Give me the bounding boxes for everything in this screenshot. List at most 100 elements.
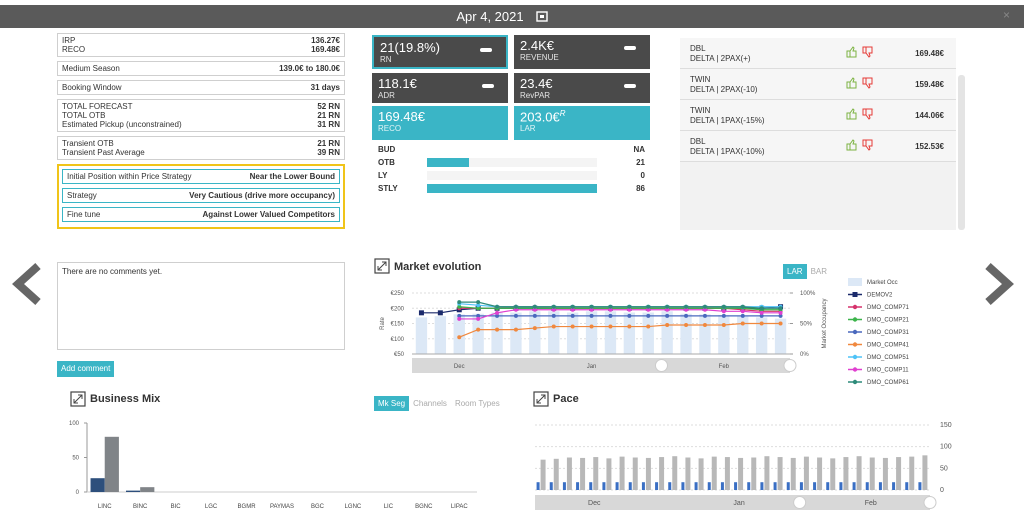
rate-point bbox=[476, 316, 481, 321]
kpi-value: 2.4K€ bbox=[520, 38, 644, 53]
slider-handle[interactable] bbox=[923, 496, 937, 509]
vote-icons[interactable] bbox=[845, 77, 875, 89]
room-rate-plan: DELTA | 2PAX(+) bbox=[690, 54, 751, 63]
rate-point bbox=[570, 313, 575, 318]
budget-table: BUD NA OTB 21 LY 0 STLY 86 bbox=[378, 143, 645, 195]
rate-point bbox=[513, 313, 518, 318]
market-toggles: LAR BAR bbox=[783, 261, 831, 279]
rate-point bbox=[457, 316, 462, 321]
kpi-tile[interactable]: 21(19.8%) RN bbox=[372, 35, 508, 69]
info-value: 31 days bbox=[310, 83, 340, 92]
budget-value: NA bbox=[633, 145, 645, 154]
room-card[interactable]: DBL DELTA | 2PAX(+) 169.48€ bbox=[680, 38, 956, 69]
kpi-label: REVENUE bbox=[520, 53, 559, 62]
close-icon[interactable]: × bbox=[1003, 8, 1011, 22]
slider-handle[interactable] bbox=[783, 359, 797, 372]
kpi-tile[interactable]: 2.4K€ REVENUE bbox=[514, 35, 650, 69]
y2-axis-label: Market Occupancy bbox=[822, 298, 828, 348]
budget-track bbox=[427, 184, 597, 193]
calendar-icon[interactable] bbox=[536, 10, 548, 22]
prev-arrow[interactable] bbox=[10, 262, 44, 306]
y2-tick-label: 100% bbox=[800, 291, 816, 297]
rate-point bbox=[684, 323, 689, 328]
bar bbox=[576, 482, 580, 490]
strategy-label: Initial Position within Price Strategy bbox=[67, 172, 192, 181]
expand-icon[interactable] bbox=[374, 258, 390, 274]
kpi-value-text: 21(19.8%) bbox=[380, 40, 440, 55]
bar bbox=[839, 482, 843, 490]
y-tick-label: €200 bbox=[391, 306, 405, 312]
rate-point bbox=[646, 307, 651, 312]
legend-marker bbox=[852, 292, 858, 297]
bar bbox=[566, 457, 572, 490]
bar bbox=[918, 482, 922, 490]
kpi-tile[interactable]: 203.0€R LAR bbox=[514, 106, 650, 140]
minus-button[interactable] bbox=[624, 46, 636, 50]
budget-row: LY 0 bbox=[378, 169, 645, 182]
rate-point bbox=[532, 326, 537, 331]
vote-icons[interactable] bbox=[845, 139, 875, 151]
minus-button[interactable] bbox=[480, 48, 492, 52]
bar bbox=[738, 457, 744, 490]
slider-handle[interactable] bbox=[793, 496, 807, 509]
add-comment-button[interactable]: Add comment bbox=[57, 361, 115, 377]
info-box: Transient OTB 21 RN Transient Past Average… bbox=[57, 136, 345, 160]
bar bbox=[803, 456, 809, 490]
rate-point bbox=[702, 313, 707, 318]
x-tick-label: LIC bbox=[384, 504, 394, 510]
expand-icon[interactable] bbox=[533, 391, 549, 407]
vote-icons[interactable] bbox=[845, 108, 875, 120]
toggle[interactable]: Channels bbox=[413, 399, 447, 408]
toggle[interactable]: Mk Seg bbox=[374, 396, 410, 411]
scrollbar[interactable] bbox=[958, 75, 965, 230]
next-arrow[interactable] bbox=[982, 262, 1016, 306]
info-label: Transient Past Average bbox=[62, 148, 145, 157]
x-tick-label: Feb bbox=[865, 500, 877, 507]
kpi-tile[interactable]: 118.1€ ADR bbox=[372, 73, 508, 103]
rate-point bbox=[646, 313, 651, 318]
toggle[interactable]: BAR bbox=[810, 267, 828, 276]
room-rate-plan: DELTA | 2PAX(-10) bbox=[690, 85, 758, 94]
info-row: Medium Season 139.0€ to 180.0€ bbox=[62, 64, 340, 73]
rate-point bbox=[551, 307, 556, 312]
occupancy-bar bbox=[472, 313, 484, 354]
vote-icons[interactable] bbox=[845, 46, 875, 58]
slider-handle[interactable] bbox=[654, 359, 668, 372]
thumb-up bbox=[846, 46, 857, 58]
info-row: Estimated Pickup (unconstrained) 31 RN bbox=[62, 120, 340, 129]
thumb-up bbox=[846, 108, 857, 120]
comment-box[interactable]: There are no comments yet. bbox=[57, 262, 345, 350]
room-card[interactable]: TWIN DELTA | 1PAX(-15%) 144.06€ bbox=[680, 100, 956, 131]
bar bbox=[659, 457, 665, 490]
minus-button[interactable] bbox=[624, 84, 636, 88]
legend-swatch bbox=[848, 278, 862, 286]
market-title: Market evolution bbox=[394, 261, 482, 273]
occupancy-bar bbox=[453, 314, 465, 354]
room-card[interactable]: DBL DELTA | 1PAX(-10%) 152.53€ bbox=[680, 131, 956, 162]
room-card[interactable]: TWIN DELTA | 2PAX(-10) 159.48€ bbox=[680, 69, 956, 100]
budget-bar bbox=[427, 158, 469, 167]
y-tick-label: 0 bbox=[940, 487, 944, 494]
room-price: 144.06€ bbox=[915, 111, 944, 120]
rate-point bbox=[495, 313, 500, 318]
rate-point bbox=[513, 304, 518, 309]
rate-point bbox=[778, 321, 783, 326]
bar bbox=[698, 458, 704, 490]
info-value: 31 RN bbox=[317, 120, 340, 129]
bar bbox=[773, 482, 777, 490]
legend-label: Market Occ bbox=[867, 280, 898, 286]
date[interactable]: Apr 4, 2021 bbox=[456, 9, 524, 24]
legend-label: DMO_COMP21 bbox=[867, 318, 910, 324]
toggle[interactable]: LAR bbox=[783, 264, 807, 279]
expand-icon[interactable] bbox=[70, 391, 86, 407]
kpi-tile[interactable]: 169.48€ RECO bbox=[372, 106, 508, 140]
comment-empty: There are no comments yet. bbox=[62, 267, 163, 276]
rate-point bbox=[665, 313, 670, 318]
rate-point bbox=[513, 327, 518, 332]
toggle[interactable]: Room Types bbox=[454, 399, 500, 408]
bar bbox=[896, 457, 902, 490]
rate-point bbox=[457, 300, 462, 305]
kpi-tile[interactable]: 23.4€ RevPAR bbox=[514, 73, 650, 103]
minus-button[interactable] bbox=[482, 84, 494, 88]
rate-point bbox=[608, 324, 613, 329]
